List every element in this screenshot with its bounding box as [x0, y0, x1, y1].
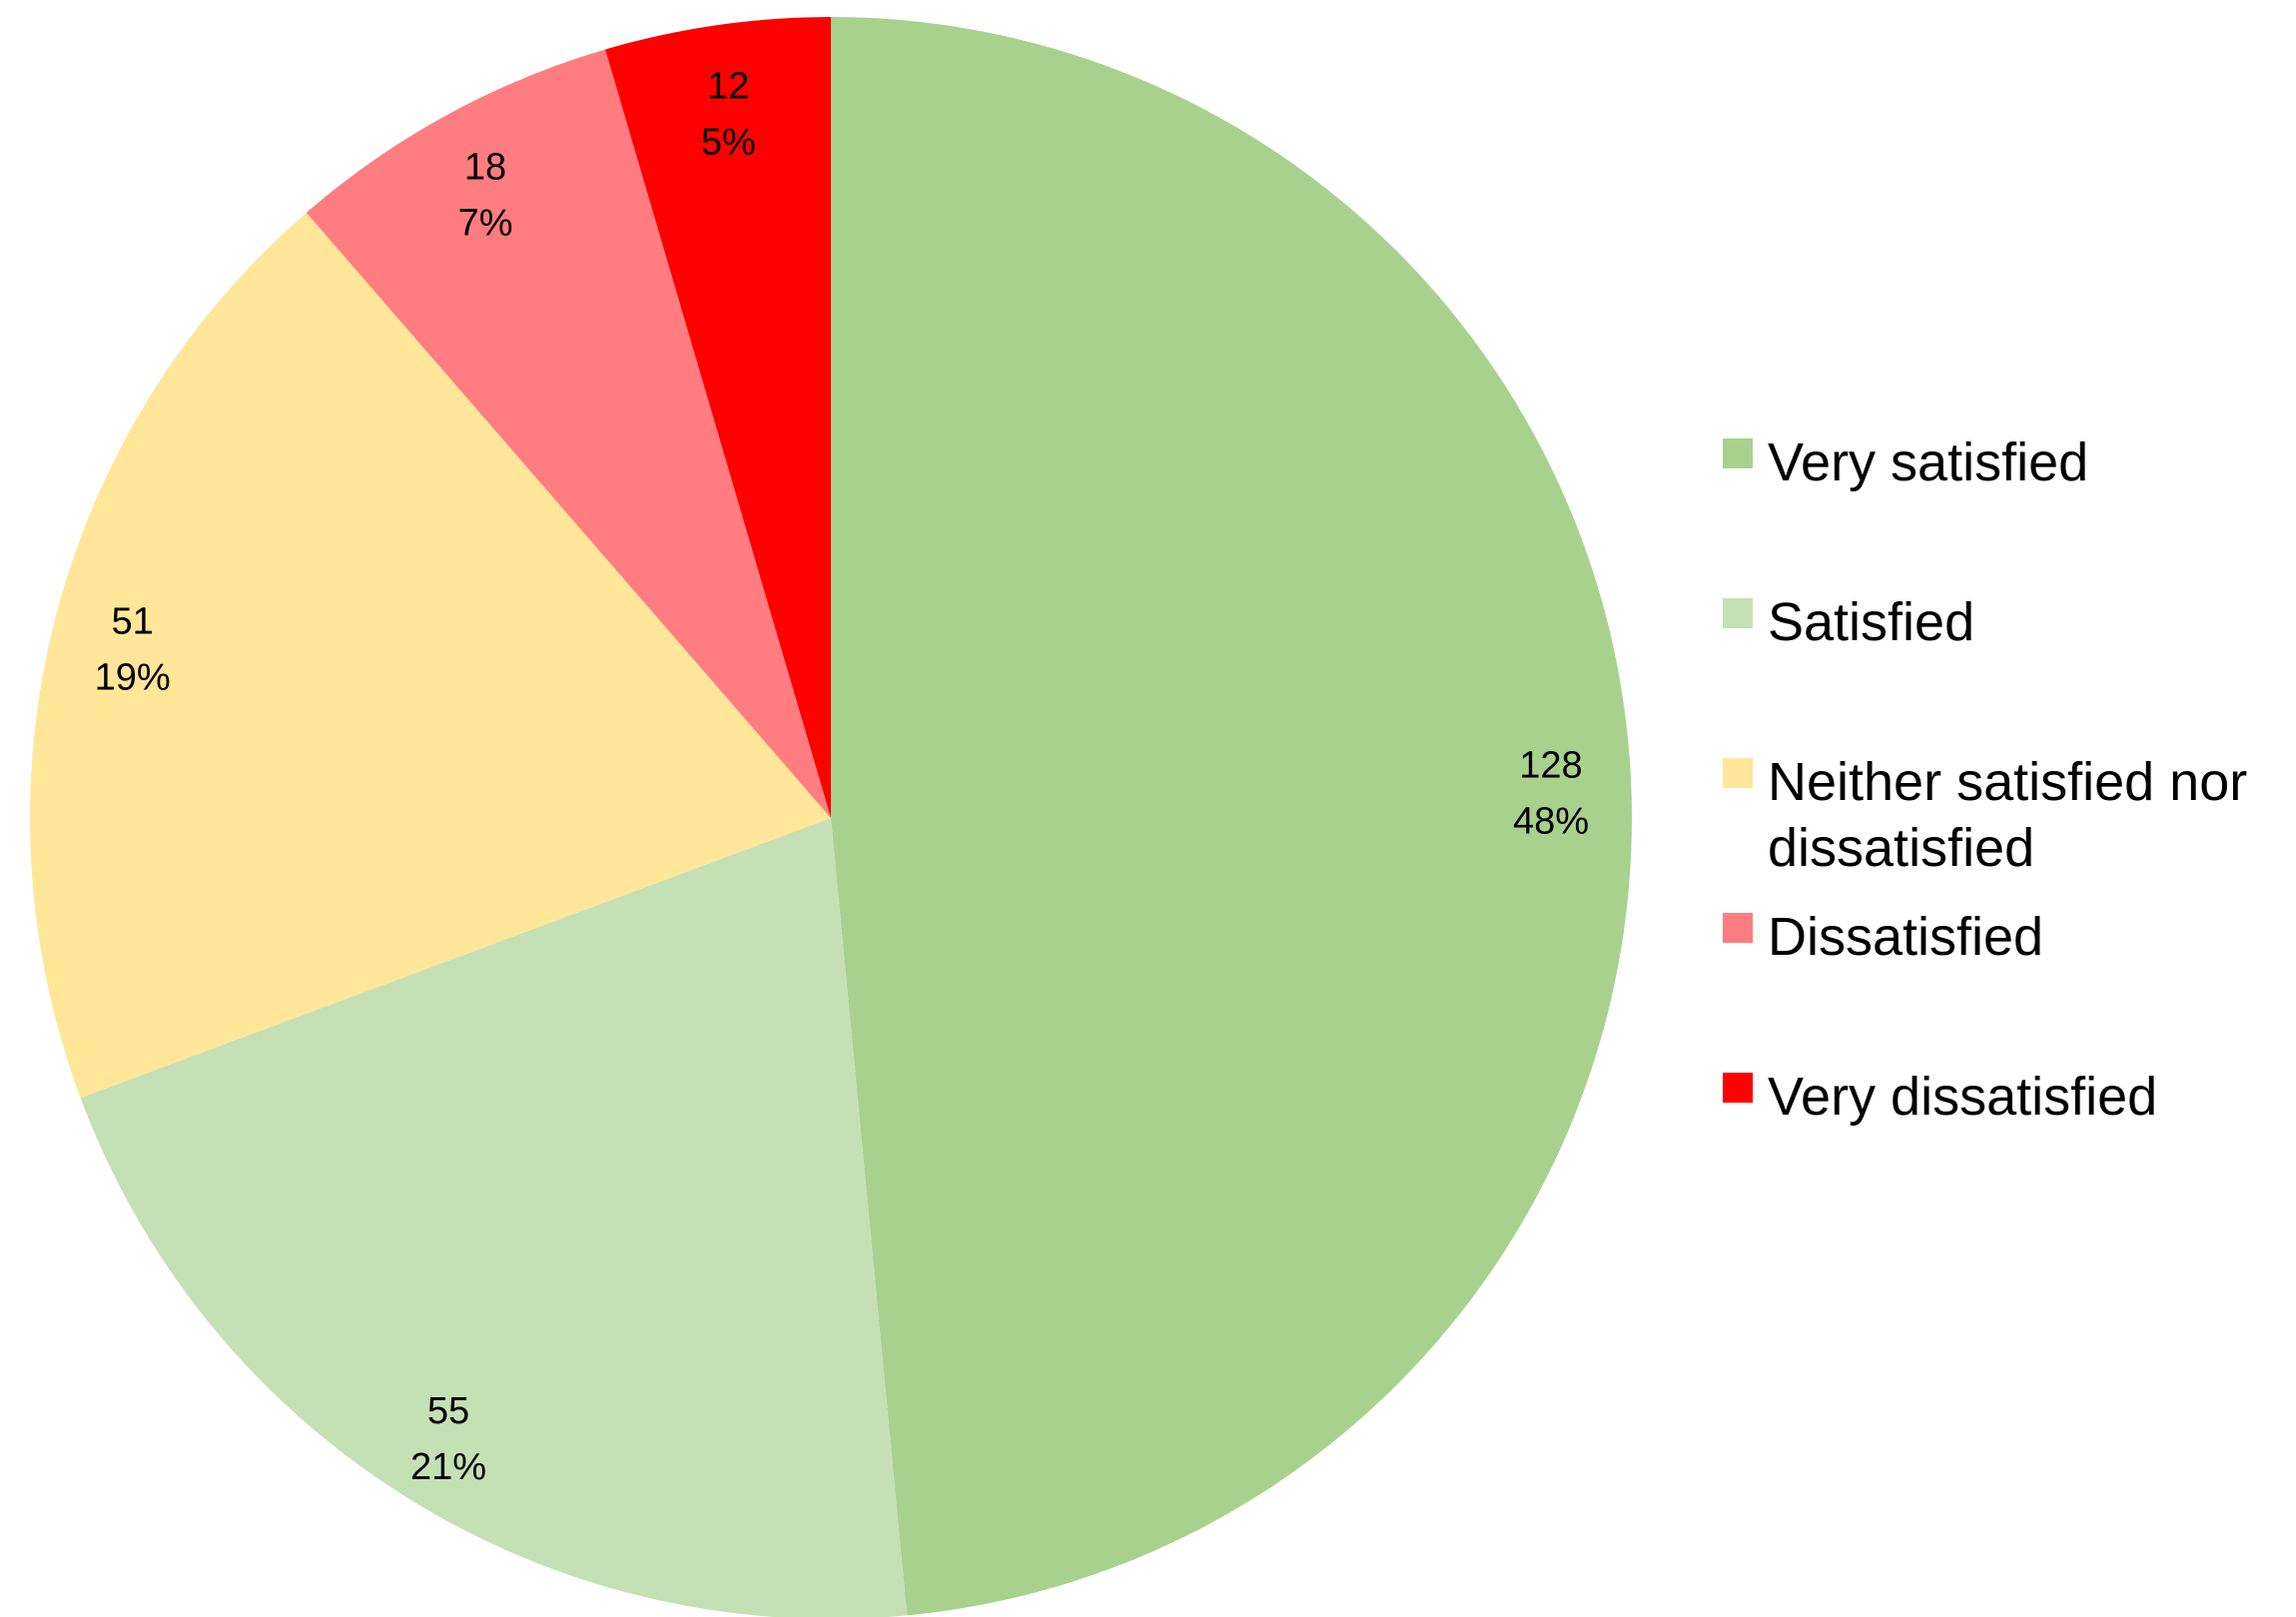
- legend-label: Very dissatisfied: [1768, 1067, 2157, 1127]
- data-label-neither-satisfied-nor-dissatisfied: 51 19%: [95, 600, 171, 698]
- legend-swatch: [1723, 1073, 1753, 1103]
- data-label-very-dissatisfied: 12 5%: [701, 66, 756, 164]
- legend-swatch: [1723, 758, 1753, 788]
- legend-label: Neither satisfied nor dissatisfied: [1768, 752, 2247, 878]
- legend-item-satisfied: Satisfied: [1723, 592, 1974, 652]
- legend-swatch: [1723, 438, 1753, 468]
- legend-swatch: [1723, 913, 1753, 943]
- legend-item-dissatisfied: Dissatisfied: [1723, 907, 2043, 967]
- legend: Very satisfied Satisfied Neither satisfied…: [1723, 432, 2247, 1127]
- data-label-very-satisfied: 128 48%: [1513, 745, 1589, 843]
- legend-label: Satisfied: [1768, 592, 1974, 652]
- data-label-dissatisfied: 18 7%: [458, 146, 513, 244]
- pie-slice-neither-satisfied-nor-dissatisfied: [29, 212, 831, 1099]
- legend-label: Very satisfied: [1768, 432, 2088, 492]
- pie-slice-very-satisfied: [831, 17, 1633, 1616]
- legend-item-neither-satisfied-nor-dissatisfied: Neither satisfied nor dissatisfied: [1723, 752, 2247, 878]
- pie-slice-dissatisfied: [306, 49, 831, 818]
- legend-swatch: [1723, 598, 1753, 628]
- pie-slices: [29, 16, 1633, 1617]
- data-label-satisfied: 55 21%: [410, 1390, 486, 1488]
- legend-label: Dissatisfied: [1768, 907, 2043, 967]
- legend-item-very-satisfied: Very satisfied: [1723, 432, 2088, 492]
- pie-slice-satisfied: [80, 818, 908, 1617]
- data-labels: 128 48% 55 21% 51 19% 18 7% 12 5%: [95, 66, 1589, 1488]
- pie-slice-very-dissatisfied: [605, 16, 831, 818]
- legend-item-very-dissatisfied: Very dissatisfied: [1723, 1067, 2157, 1127]
